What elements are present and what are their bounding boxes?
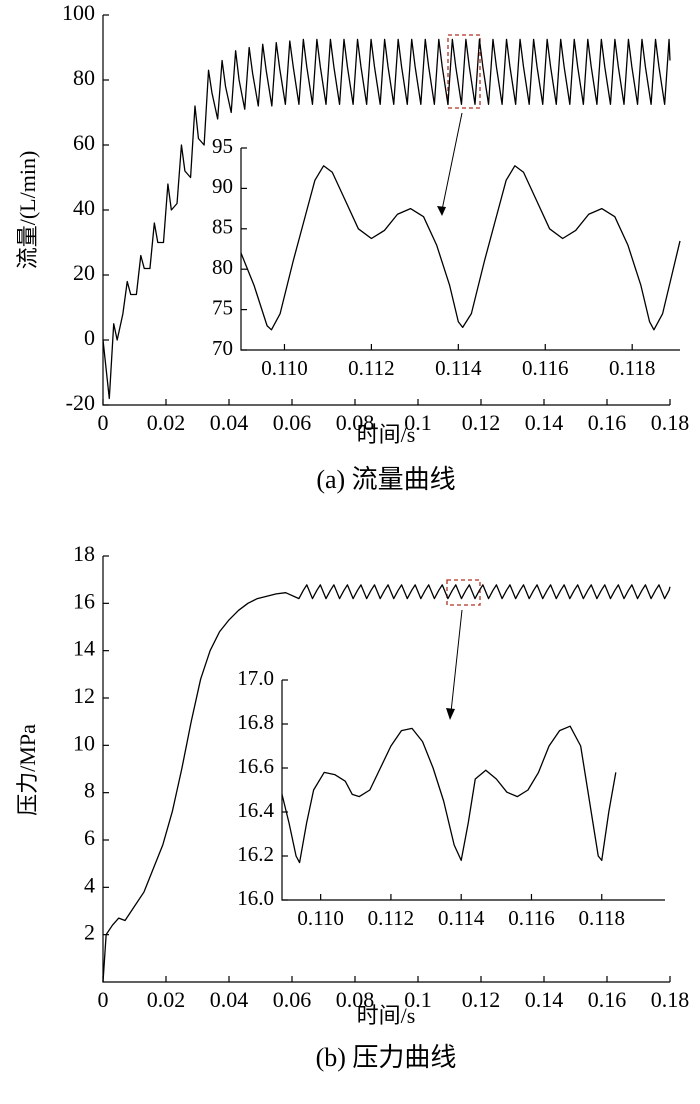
data-line — [240, 165, 681, 331]
x-tick-label: 0.18 — [651, 410, 690, 435]
x-tick-label: 0.08 — [336, 987, 375, 1012]
zoom-box — [447, 34, 481, 109]
y-tick-label: 80 — [73, 65, 95, 90]
y-tick-label: 12 — [73, 683, 95, 708]
arrow-head — [446, 708, 455, 720]
x-tick-label: 0.112 — [368, 906, 414, 930]
x-tick-label: 0.14 — [525, 987, 564, 1012]
y-tick-label: 17.0 — [237, 666, 274, 690]
y-axis-label: 压力/MPa — [15, 724, 40, 816]
y-tick-label: 14 — [73, 636, 95, 661]
y-tick-label: 18 — [73, 541, 95, 566]
y-tick-label: 16 — [73, 588, 95, 613]
y-tick-label: 4 — [84, 872, 95, 897]
arrow — [441, 112, 463, 211]
x-tick-label: 0.12 — [462, 987, 501, 1012]
x-tick-label: 0.04 — [210, 410, 249, 435]
x-tick-label: 0.16 — [588, 987, 627, 1012]
x-tick-label: 0.116 — [508, 906, 554, 930]
x-tick-label: 0.02 — [147, 987, 186, 1012]
y-tick-label: 8 — [84, 778, 95, 803]
x-tick-label: 0 — [98, 987, 109, 1012]
x-tick-label: 0.04 — [210, 987, 249, 1012]
y-tick-label: 75 — [212, 295, 233, 319]
data-line — [102, 584, 671, 983]
data-line — [102, 38, 671, 400]
x-tick-label: 0.114 — [435, 356, 482, 380]
y-tick-label: 16.8 — [237, 710, 274, 734]
y-tick-label: 40 — [73, 195, 95, 220]
x-tick-label: 0.12 — [462, 410, 501, 435]
arrow-head — [437, 206, 446, 216]
x-tick-label: 0 — [98, 410, 109, 435]
x-tick-label: 0.110 — [297, 906, 343, 930]
y-tick-label: 20 — [73, 260, 95, 285]
caption: (b) 压力曲线 — [316, 1043, 457, 1072]
axes — [240, 148, 680, 351]
y-axis-label: 流量/(L/min) — [15, 151, 40, 270]
x-tick-label: 0.16 — [588, 410, 627, 435]
y-tick-label: 80 — [212, 255, 233, 279]
y-tick-label: 16.4 — [237, 798, 274, 822]
x-tick-label: 0.1 — [404, 410, 432, 435]
y-tick-label: 90 — [212, 174, 233, 198]
y-tick-label: 95 — [212, 134, 233, 158]
y-tick-label: -20 — [66, 390, 95, 415]
y-tick-label: 6 — [84, 825, 95, 850]
y-tick-label: 10 — [73, 730, 95, 755]
x-axis-label: 时间/s — [357, 422, 416, 447]
zoom-box — [446, 579, 481, 606]
caption: (a) 流量曲线 — [316, 465, 455, 494]
x-tick-label: 0.118 — [579, 906, 625, 930]
x-tick-label: 0.06 — [273, 410, 312, 435]
y-tick-label: 16.2 — [237, 842, 274, 866]
x-tick-label: 0.18 — [651, 987, 690, 1012]
arrow — [450, 609, 463, 713]
y-tick-label: 70 — [212, 336, 233, 360]
x-tick-label: 0.110 — [261, 356, 307, 380]
x-tick-label: 0.08 — [336, 410, 375, 435]
y-tick-label: 0 — [84, 325, 95, 350]
y-tick-label: 16.6 — [237, 754, 274, 778]
y-tick-label: 2 — [84, 920, 95, 945]
data-line — [281, 725, 617, 864]
x-tick-label: 0.1 — [404, 987, 432, 1012]
x-tick-label: 0.02 — [147, 410, 186, 435]
x-tick-label: 0.114 — [438, 906, 485, 930]
y-tick-label: 16.0 — [237, 886, 274, 910]
y-tick-label: 100 — [62, 0, 95, 25]
y-tick-label: 60 — [73, 130, 95, 155]
x-axis-label: 时间/s — [357, 1003, 416, 1028]
y-tick-label: 85 — [212, 215, 233, 239]
x-tick-label: 0.112 — [348, 356, 394, 380]
x-tick-label: 0.14 — [525, 410, 564, 435]
x-tick-label: 0.118 — [609, 356, 655, 380]
x-tick-label: 0.116 — [522, 356, 568, 380]
x-tick-label: 0.06 — [273, 987, 312, 1012]
